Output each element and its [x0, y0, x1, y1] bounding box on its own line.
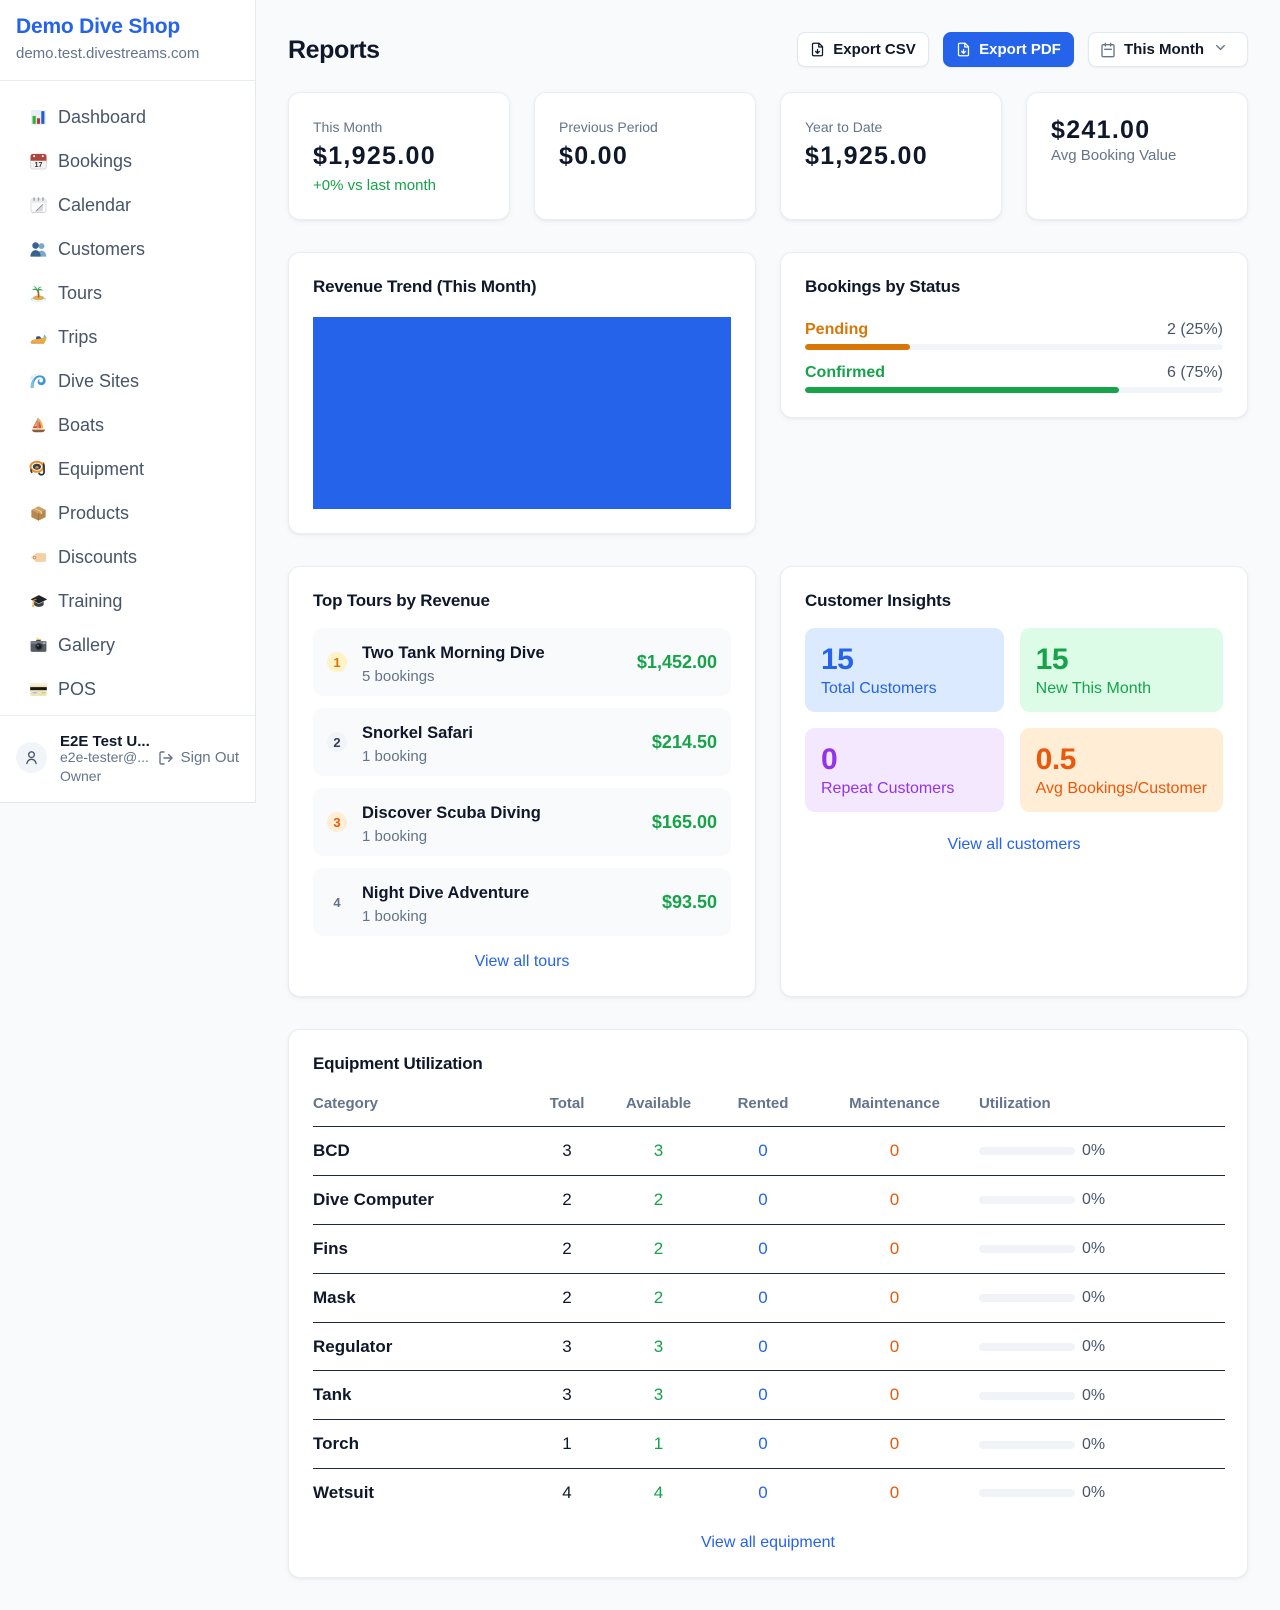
svg-text:17: 17 — [35, 161, 43, 169]
